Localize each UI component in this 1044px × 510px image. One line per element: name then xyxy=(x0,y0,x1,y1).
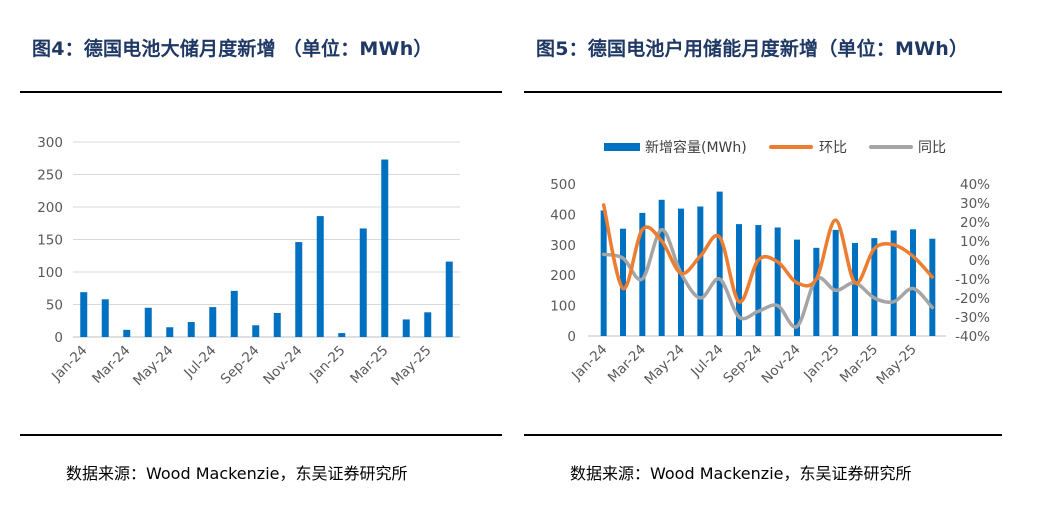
bar-Mar-25 xyxy=(871,238,878,336)
y-tick-label: 500 xyxy=(550,177,576,193)
bar-Apr-25 xyxy=(402,319,410,337)
y-tick-label: 0 xyxy=(54,330,63,346)
left-source-note: 数据来源：Wood Mackenzie，东吴证券研究所 xyxy=(66,464,408,483)
bar-Jun-24 xyxy=(187,322,195,337)
y-tick-label: 300 xyxy=(550,238,576,254)
left-top-rule xyxy=(20,91,502,93)
bar-May-24 xyxy=(166,327,174,337)
x-tick-label: May-25 xyxy=(388,343,434,389)
legend-label-bar: 新增容量(MWh) xyxy=(645,139,747,156)
mom-line xyxy=(601,203,935,304)
y2-tick-label: -10% xyxy=(955,272,990,288)
y-tick-label: 100 xyxy=(550,299,576,315)
x-tick-label: Jul-24 xyxy=(180,343,219,382)
bar-Sep-24 xyxy=(252,325,260,337)
bar-Jun-25 xyxy=(929,238,936,336)
y-tick-label: 100 xyxy=(37,265,63,281)
x-tick-label: Mar-24 xyxy=(89,343,133,387)
right-source-note: 数据来源：Wood Mackenzie，东吴证券研究所 xyxy=(570,464,912,483)
y2-tick-label: 20% xyxy=(960,215,990,231)
left-bottom-rule xyxy=(20,434,502,436)
bar-Jan-24 xyxy=(80,292,88,337)
bar-Apr-24 xyxy=(658,199,665,336)
bar-Feb-24 xyxy=(620,228,626,336)
y-tick-label: 200 xyxy=(550,268,576,284)
bar-Mar-25 xyxy=(381,159,389,337)
bar-Jan-25 xyxy=(832,229,839,336)
x-tick-label: Jan-24 xyxy=(568,342,610,384)
bar-Jan-25 xyxy=(338,333,346,337)
right-figure-panel: 图5：德国电池户用储能月度新增（单位：MWh） 新增容量(MWh) 环比 同比 0 10… xyxy=(524,0,1002,510)
left-figure-title: 图4：德国电池大储月度新增 （单位：MWh） xyxy=(32,38,433,60)
y-tick-label: 50 xyxy=(46,298,63,314)
bar-Jan-24 xyxy=(600,210,607,336)
bar-May-25 xyxy=(424,312,432,337)
x-tick-label: May-25 xyxy=(873,342,919,388)
y2-tick-label: -40% xyxy=(955,329,990,345)
x-tick-label: Mar-25 xyxy=(347,343,391,387)
y2-tick-label: -20% xyxy=(955,291,990,307)
right-top-rule xyxy=(524,91,1002,93)
bar-Nov-24 xyxy=(794,239,800,336)
bar-Dec-24 xyxy=(316,216,324,337)
y2-tick-label: -30% xyxy=(955,310,990,326)
bar-Aug-24 xyxy=(230,290,238,337)
right-combo-chart: 新增容量(MWh) 环比 同比 0 100 200 300 400 500 40% 30% 20% 10… xyxy=(550,139,991,388)
y2-tick-label: 10% xyxy=(960,234,990,250)
x-tick-label: Jan-24 xyxy=(48,343,90,385)
x-tick-label: Sep-24 xyxy=(720,342,765,387)
legend-label-mom: 环比 xyxy=(819,140,847,156)
bar-Oct-24 xyxy=(273,312,281,337)
bar-Oct-24 xyxy=(774,227,781,336)
bar-Mar-24 xyxy=(639,212,646,336)
y-tick-label: 200 xyxy=(37,200,63,216)
x-tick-label: Nov-24 xyxy=(260,343,305,388)
x-tick-label: May-24 xyxy=(641,342,687,388)
left-figure-panel: 图4：德国电池大储月度新增 （单位：MWh） 0 50 100 150 200 250 30… xyxy=(20,0,502,510)
bar-Feb-24 xyxy=(101,299,109,337)
bar-Mar-24 xyxy=(123,329,131,337)
y-tick-label: 0 xyxy=(567,329,576,345)
y-tick-label: 250 xyxy=(37,168,63,184)
right-bottom-rule xyxy=(524,434,1002,436)
y2-tick-label: 40% xyxy=(960,177,990,193)
bar-Feb-25 xyxy=(359,228,367,337)
y-tick-label: 150 xyxy=(37,233,63,249)
y-tick-label: 400 xyxy=(550,207,576,223)
bar-Jul-24 xyxy=(209,307,217,337)
legend-label-yoy: 同比 xyxy=(918,140,946,156)
bar-Feb-25 xyxy=(852,242,858,336)
bar-Aug-24 xyxy=(736,224,742,336)
bar-Jul-24 xyxy=(716,191,723,336)
bar-Jun-25 xyxy=(445,261,453,337)
bar-May-25 xyxy=(910,229,916,336)
x-tick-label: May-24 xyxy=(130,343,176,389)
bar-Apr-25 xyxy=(890,230,897,336)
legend-swatch-bar xyxy=(604,143,640,151)
bar-Sep-24 xyxy=(755,225,762,336)
x-tick-label: Sep-24 xyxy=(218,343,263,388)
y2-tick-label: 0% xyxy=(969,253,991,269)
bar-Apr-24 xyxy=(144,307,152,337)
bar-Jun-24 xyxy=(697,206,704,336)
bar-Dec-24 xyxy=(813,247,820,336)
x-tick-label: Jan-25 xyxy=(800,342,842,384)
yoy-line xyxy=(601,227,935,329)
right-figure-title: 图5：德国电池户用储能月度新增（单位：MWh） xyxy=(536,38,969,60)
bar-Nov-24 xyxy=(295,242,303,337)
y-tick-label: 300 xyxy=(37,135,63,151)
x-tick-label: Jan-25 xyxy=(306,343,348,385)
x-tick-label: Nov-24 xyxy=(759,342,804,387)
y2-tick-label: 30% xyxy=(960,196,990,212)
